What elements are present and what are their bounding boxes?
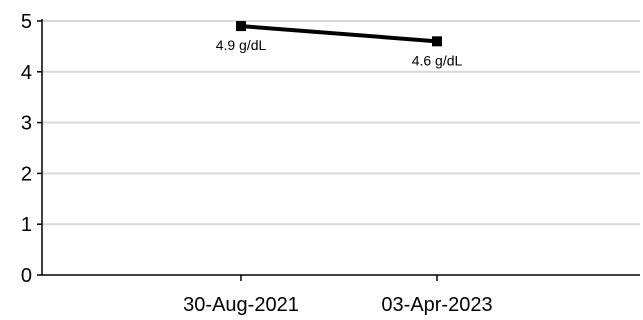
series-line-0 — [240, 24, 438, 44]
gridlines — [42, 20, 640, 226]
data-labels: 4.9 g/dL 4.6 g/dL — [216, 37, 463, 68]
x-tick-label-1: 03-Apr-2023 — [381, 294, 492, 316]
y-tick-label-3: 3 — [21, 113, 32, 135]
data-label-0-1: 4.6 g/dL — [412, 52, 463, 68]
y-tick-label-0: 0 — [21, 265, 32, 287]
data-series — [236, 21, 442, 47]
y-tick-label-4: 4 — [21, 62, 32, 84]
x-tick-label-0: 30-Aug-2021 — [183, 294, 299, 316]
data-point-0-0 — [236, 21, 246, 32]
y-tick-label-1: 1 — [21, 214, 32, 236]
y-tick-label-5: 5 — [21, 11, 32, 33]
y-tick-labels: 0 1 2 3 4 5 — [21, 11, 32, 287]
y-tick-label-2: 2 — [21, 163, 32, 185]
data-point-0-1 — [432, 36, 442, 47]
axes — [37, 19, 640, 281]
x-tick-labels: 30-Aug-2021 03-Apr-2023 — [183, 294, 492, 316]
data-label-0-0: 4.9 g/dL — [216, 37, 267, 53]
